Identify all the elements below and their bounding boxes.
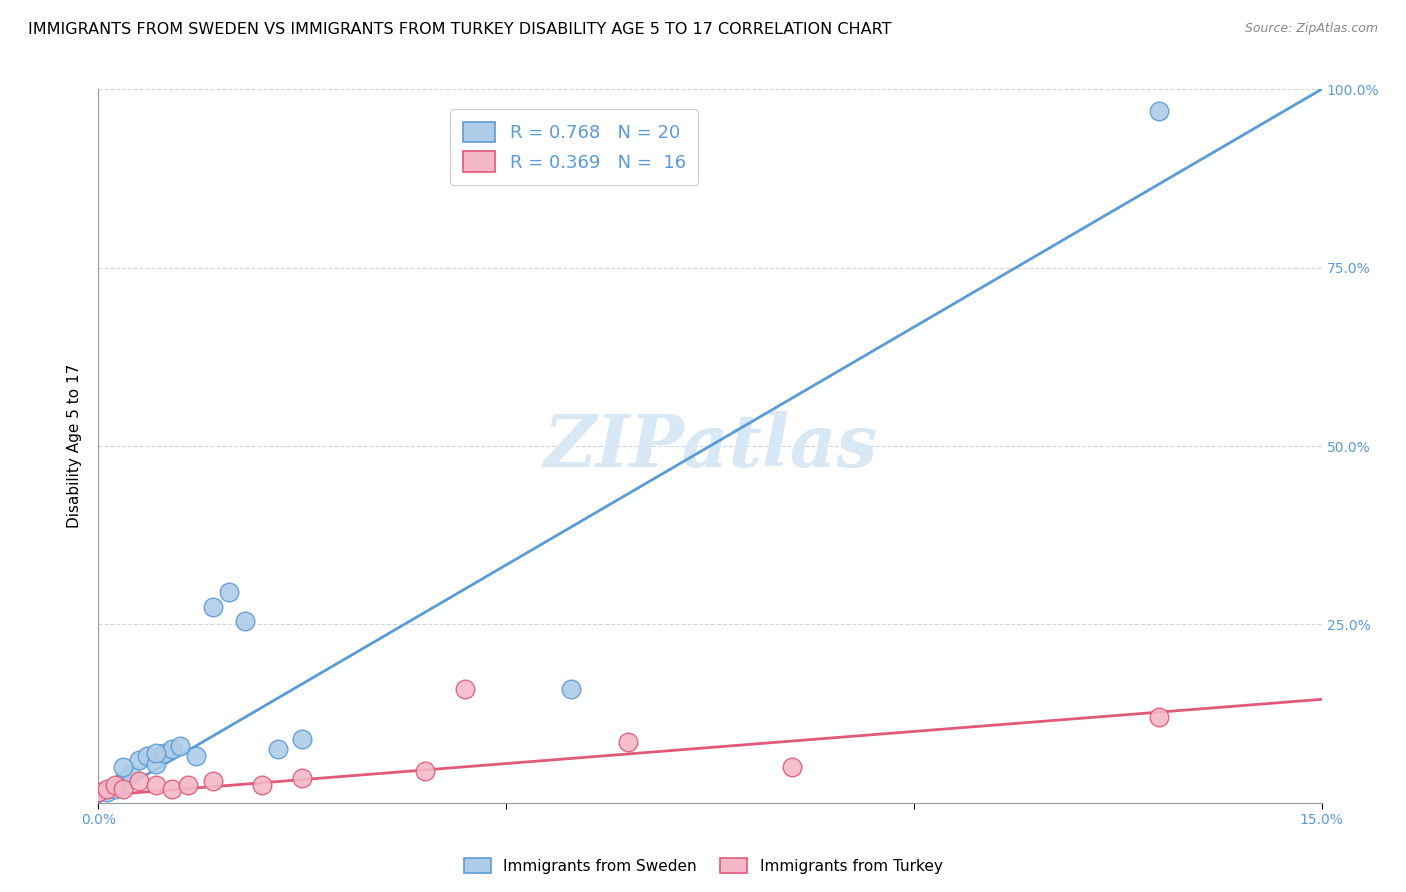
Point bbox=[291, 771, 314, 785]
Point bbox=[413, 764, 436, 778]
Point bbox=[152, 746, 174, 760]
Point bbox=[201, 774, 224, 789]
Text: IMMIGRANTS FROM SWEDEN VS IMMIGRANTS FROM TURKEY DISABILITY AGE 5 TO 17 CORRELAT: IMMIGRANTS FROM SWEDEN VS IMMIGRANTS FRO… bbox=[28, 22, 891, 37]
Point bbox=[96, 785, 118, 799]
Legend: Immigrants from Sweden, Immigrants from Turkey: Immigrants from Sweden, Immigrants from … bbox=[457, 852, 949, 880]
Point bbox=[291, 731, 314, 746]
Point bbox=[233, 614, 256, 628]
Point bbox=[111, 781, 134, 796]
Point bbox=[218, 585, 240, 599]
Text: Source: ZipAtlas.com: Source: ZipAtlas.com bbox=[1244, 22, 1378, 36]
Text: ZIPatlas: ZIPatlas bbox=[543, 410, 877, 482]
Point bbox=[1147, 103, 1170, 118]
Point bbox=[128, 753, 150, 767]
Point bbox=[177, 778, 200, 792]
Point bbox=[145, 756, 167, 771]
Point bbox=[120, 767, 142, 781]
Point bbox=[1147, 710, 1170, 724]
Point bbox=[111, 774, 134, 789]
Point bbox=[780, 760, 803, 774]
Point bbox=[250, 778, 273, 792]
Point bbox=[104, 778, 127, 792]
Point bbox=[136, 749, 159, 764]
Point bbox=[111, 760, 134, 774]
Point bbox=[560, 681, 582, 696]
Y-axis label: Disability Age 5 to 17: Disability Age 5 to 17 bbox=[67, 364, 83, 528]
Point bbox=[169, 739, 191, 753]
Legend: R = 0.768   N = 20, R = 0.369   N =  16: R = 0.768 N = 20, R = 0.369 N = 16 bbox=[450, 109, 699, 185]
Point bbox=[454, 681, 477, 696]
Point bbox=[617, 735, 640, 749]
Point bbox=[186, 749, 208, 764]
Point bbox=[104, 781, 127, 796]
Point bbox=[160, 742, 183, 756]
Point bbox=[87, 785, 110, 799]
Point bbox=[96, 781, 118, 796]
Point bbox=[145, 778, 167, 792]
Point bbox=[160, 781, 183, 796]
Point bbox=[267, 742, 290, 756]
Point bbox=[145, 746, 167, 760]
Point bbox=[128, 774, 150, 789]
Point bbox=[201, 599, 224, 614]
